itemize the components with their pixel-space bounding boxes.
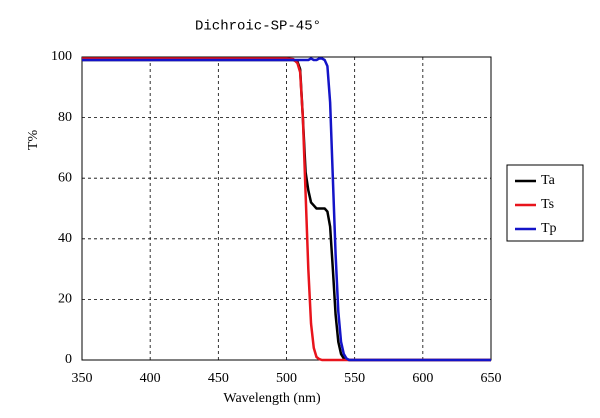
x-tick-label: 350 — [72, 371, 93, 386]
x-tick-label: 550 — [344, 371, 365, 386]
x-tick-label: 600 — [412, 371, 433, 386]
legend-label: Ts — [541, 197, 554, 212]
y-tick-label: 60 — [58, 170, 72, 185]
legend-label: Ta — [541, 173, 556, 188]
x-tick-label: 400 — [140, 371, 161, 386]
x-tick-label: 500 — [276, 371, 297, 386]
y-axis-label: T% — [26, 130, 41, 151]
x-axis-label: Wavelength (nm) — [223, 391, 321, 406]
series-line — [82, 57, 491, 362]
y-tick-label: 80 — [58, 110, 72, 125]
x-tick-label: 450 — [208, 371, 229, 386]
chart-title: Dichroic-SP-45° — [195, 19, 321, 35]
y-tick-label: 20 — [58, 292, 72, 307]
legend-label: Tp — [541, 221, 557, 236]
y-tick-label: 100 — [51, 49, 72, 64]
y-tick-label: 0 — [65, 352, 72, 367]
y-tick-label: 40 — [58, 231, 72, 246]
x-tick-label: 650 — [481, 371, 502, 386]
